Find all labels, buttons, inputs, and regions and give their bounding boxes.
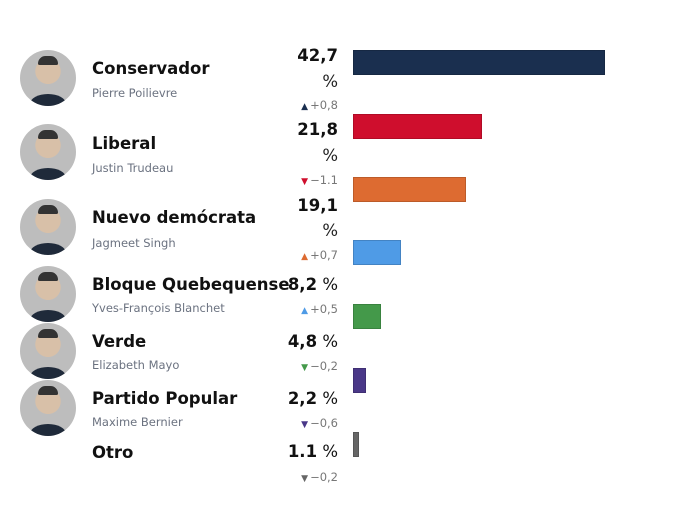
triangle-down-icon: ▼ bbox=[301, 177, 309, 187]
value-label: 4,8 % bbox=[288, 332, 338, 351]
change-label: ▲ +0,5 bbox=[301, 302, 338, 316]
value-label: 21,8 bbox=[297, 120, 338, 139]
change-label: ▲ +0,8 bbox=[301, 98, 338, 112]
leader-name: Maxime Bernier bbox=[92, 415, 183, 429]
bar-liberal bbox=[353, 114, 482, 139]
triangle-up-icon: ▲ bbox=[301, 306, 309, 316]
bar-nuevo-demócrata bbox=[353, 177, 466, 202]
triangle-down-icon: ▼ bbox=[301, 420, 309, 430]
change-value: −0,6 bbox=[310, 416, 338, 430]
party-name: Bloque Quebequense bbox=[92, 275, 290, 294]
change-value: −1.1 bbox=[310, 173, 338, 187]
bar-bloque-quebequense bbox=[353, 240, 402, 265]
value-unit: % bbox=[322, 72, 338, 91]
avatar-conservador bbox=[20, 50, 76, 106]
avatar-nuevo-demócrata bbox=[20, 199, 76, 255]
party-name: Partido Popular bbox=[92, 389, 238, 408]
value-label: 42,7 bbox=[297, 46, 338, 65]
value-unit: % bbox=[322, 442, 338, 461]
value-label: 19,1 bbox=[297, 196, 338, 215]
change-label: ▼ −0,6 bbox=[301, 416, 338, 430]
change-label: ▼ −1.1 bbox=[301, 173, 338, 187]
value-number: 1.1 bbox=[287, 442, 318, 461]
bar-otro bbox=[353, 432, 360, 457]
value-unit: % bbox=[322, 275, 338, 294]
change-value: +0,7 bbox=[310, 248, 338, 262]
avatar-liberal bbox=[20, 124, 76, 180]
change-label: ▲ +0,7 bbox=[301, 248, 338, 262]
value-label: 8,2 % bbox=[288, 275, 338, 294]
party-name: Otro bbox=[92, 443, 134, 462]
bar-partido-popular bbox=[353, 368, 366, 393]
value-number: 4,8 bbox=[287, 332, 318, 351]
change-value: −0,2 bbox=[310, 359, 338, 373]
party-name: Nuevo demócrata bbox=[92, 208, 257, 227]
change-value: −0,2 bbox=[310, 470, 338, 484]
change-value: +0,8 bbox=[310, 98, 338, 112]
bar-conservador bbox=[353, 50, 605, 75]
value-number: 8,2 bbox=[287, 275, 318, 294]
value-number: 42,7 bbox=[297, 46, 338, 65]
value-number: 2,2 bbox=[287, 389, 318, 408]
value-unit: % bbox=[322, 221, 338, 240]
triangle-down-icon: ▼ bbox=[301, 363, 309, 373]
value-unit: % bbox=[322, 146, 338, 165]
value-number: 19,1 bbox=[297, 196, 338, 215]
avatar-verde bbox=[20, 323, 76, 379]
triangle-up-icon: ▲ bbox=[301, 102, 309, 112]
leader-name: Justin Trudeau bbox=[92, 161, 174, 175]
party-name: Liberal bbox=[92, 134, 157, 153]
avatar-partido-popular bbox=[20, 380, 76, 436]
value-label: 2,2 % bbox=[288, 389, 338, 408]
value-unit: % bbox=[322, 332, 338, 351]
change-label: ▼ −0,2 bbox=[301, 359, 338, 373]
value-number: 21,8 bbox=[297, 120, 338, 139]
leader-name: Pierre Poilievre bbox=[92, 86, 178, 100]
leader-name: Yves-François Blanchet bbox=[92, 301, 225, 315]
value-label: 1.1 % bbox=[288, 442, 338, 461]
triangle-down-icon: ▼ bbox=[301, 474, 309, 484]
change-label: ▼ −0,2 bbox=[301, 470, 338, 484]
leader-name: Jagmeet Singh bbox=[92, 236, 176, 250]
avatar-bloque-quebequense bbox=[20, 266, 76, 322]
bar-verde bbox=[353, 304, 382, 329]
party-name: Verde bbox=[92, 332, 147, 351]
change-value: +0,5 bbox=[310, 302, 338, 316]
leader-name: Elizabeth Mayo bbox=[92, 358, 180, 372]
triangle-up-icon: ▲ bbox=[301, 252, 309, 262]
value-unit: % bbox=[322, 389, 338, 408]
party-name: Conservador bbox=[92, 59, 210, 78]
